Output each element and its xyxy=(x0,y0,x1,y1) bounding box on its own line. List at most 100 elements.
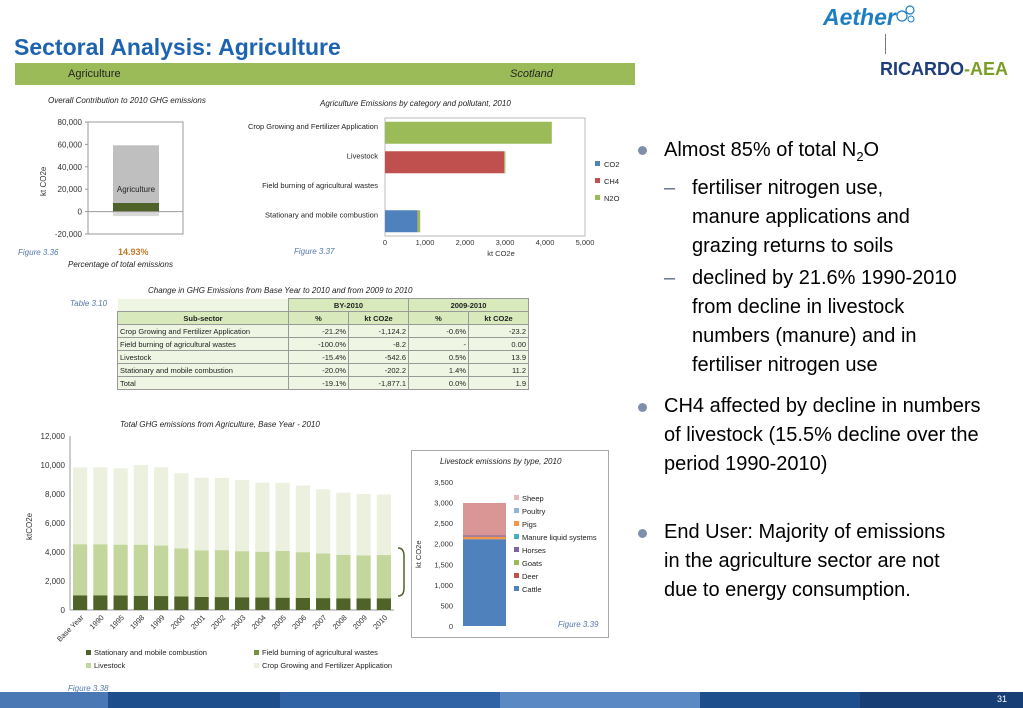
y-tick-label: 0 xyxy=(78,208,83,217)
bullet-3: End User: Majority of emissions in the a… xyxy=(664,521,946,601)
cell: -15.4% xyxy=(288,350,349,364)
legend-label: Livestock xyxy=(94,661,126,670)
table-row: Stationary and mobile combustion -20.0% … xyxy=(117,363,529,377)
table310-label: Table 3.10 xyxy=(70,299,108,308)
y-tick-label: 3,500 xyxy=(434,478,453,487)
fig338-chart: 12,000 10,000 8,000 6,000 4,000 2,000 0 ktCO2e B… xyxy=(25,432,405,670)
x-tick-label: 2009 xyxy=(351,613,369,631)
x-tick-label: 1998 xyxy=(128,613,146,631)
fig339-chart: 3,500 3,000 2,500 2,000 1,500 1,000 500 0 kt CO2… xyxy=(414,478,597,631)
bar-segment xyxy=(113,468,128,545)
bar-segment xyxy=(275,597,290,610)
cell: Livestock xyxy=(117,350,289,364)
table-row: Crop Growing and Fertilizer Application … xyxy=(117,324,529,338)
bar-segment xyxy=(463,535,506,537)
legend-swatch xyxy=(595,195,600,200)
bullet-1: Almost 85% of total N2O xyxy=(664,139,880,164)
table-header-row: Sub-sector % kt CO2e % kt CO2e xyxy=(117,311,529,325)
bracket-icon xyxy=(397,547,405,597)
logo-divider xyxy=(885,34,886,54)
bar-other xyxy=(113,145,159,203)
bar-segment xyxy=(356,494,371,556)
category-label: Livestock xyxy=(347,151,379,160)
bar-segment xyxy=(235,597,250,610)
bar-segment xyxy=(255,597,270,610)
bar-segment xyxy=(316,489,331,554)
bullet-1-sub-1: fertiliser nitrogen use, manure applicat… xyxy=(692,177,910,257)
legend-swatch xyxy=(514,508,519,513)
table-group-header: BY-2010 2009-2010 xyxy=(117,298,529,312)
bar-segment xyxy=(356,555,371,599)
footer-segment xyxy=(280,692,500,708)
category-label: Crop Growing and Fertilizer Application xyxy=(248,122,378,131)
y-tick-label: 0 xyxy=(61,606,66,615)
bar-segment xyxy=(385,210,418,233)
cell: 1.4% xyxy=(408,363,469,377)
y-tick-label: 3,000 xyxy=(434,499,453,508)
bar-segment xyxy=(194,550,209,597)
page-title: Sectoral Analysis: Agriculture xyxy=(14,34,341,60)
bar-segment xyxy=(376,598,391,610)
legend-swatch xyxy=(254,650,259,655)
bullet-1-sub-2: declined by 21.6% 1990-2010 from decline… xyxy=(692,267,957,376)
bar-segment xyxy=(463,539,506,626)
region-label: Scotland xyxy=(510,68,553,80)
cell: 0.0% xyxy=(408,376,469,390)
legend-label: Stationary and mobile combustion xyxy=(94,648,207,657)
bar-segment xyxy=(275,550,290,598)
table-group-by: BY-2010 xyxy=(288,298,409,312)
category-label: Stationary and mobile combustion xyxy=(265,210,378,219)
bullet-dot-icon xyxy=(638,529,647,538)
bar-segment xyxy=(385,121,552,144)
table-row: Total -19.1% -1,877.1 0.0% 1.9 xyxy=(117,376,529,390)
bullet-dot-icon xyxy=(638,403,647,412)
x-tick-label: 2004 xyxy=(250,613,268,631)
y-tick-label: 1,000 xyxy=(434,581,453,590)
x-axis-title: kt CO2e xyxy=(487,249,515,258)
legend-swatch xyxy=(514,586,519,591)
y-axis-title: ktCO2e xyxy=(25,512,34,540)
bar-negative xyxy=(113,211,159,217)
bar-segment xyxy=(316,598,331,610)
bar-segment xyxy=(504,151,506,174)
legend-swatch xyxy=(514,560,519,565)
legend-label: Poultry xyxy=(522,507,546,516)
legend-swatch xyxy=(86,663,91,668)
x-tick-label: 4,000 xyxy=(536,238,555,247)
fig336-caption: Percentage of total emissions xyxy=(68,260,173,269)
cell: -202.2 xyxy=(348,363,409,377)
bar-segment xyxy=(295,485,310,553)
bar-agriculture xyxy=(113,202,159,212)
x-tick-label: 5,000 xyxy=(576,238,595,247)
bar-segment xyxy=(385,151,505,174)
legend-label: Sheep xyxy=(522,494,544,503)
bar-segment xyxy=(154,467,169,546)
category-label: Field burning of agricultural wastes xyxy=(262,181,378,190)
cell: -19.1% xyxy=(288,376,349,390)
bar-segment xyxy=(73,595,88,610)
bar-segment xyxy=(235,480,250,552)
y-tick-label: 2,000 xyxy=(45,577,66,586)
fig336-label: Figure 3.36 xyxy=(18,248,59,257)
fig337-title: Agriculture Emissions by category and po… xyxy=(320,99,511,108)
bar-segment xyxy=(93,544,108,596)
bar-segment xyxy=(336,598,351,610)
fig339-label: Figure 3.39 xyxy=(558,620,599,629)
cell: -20.0% xyxy=(288,363,349,377)
bar-segment xyxy=(463,502,506,536)
bullet-dot-icon xyxy=(638,146,647,155)
bar-segment xyxy=(113,544,128,596)
legend-swatch xyxy=(254,663,259,668)
legend-label: CH4 xyxy=(604,177,619,186)
y-tick-label: 12,000 xyxy=(41,432,66,441)
bar-segment xyxy=(336,554,351,599)
dash-icon: – xyxy=(664,267,676,289)
cell: Total xyxy=(117,376,289,390)
cell: 13.9 xyxy=(468,350,529,364)
ricardo-logo: RICARDO-AEA xyxy=(880,59,1008,79)
logo-bubbles-icon xyxy=(896,5,915,23)
cell: 0.00 xyxy=(468,337,529,351)
bar-segment xyxy=(417,210,421,233)
y-tick-label: -20,000 xyxy=(55,230,83,239)
cell: -21.2% xyxy=(288,324,349,338)
